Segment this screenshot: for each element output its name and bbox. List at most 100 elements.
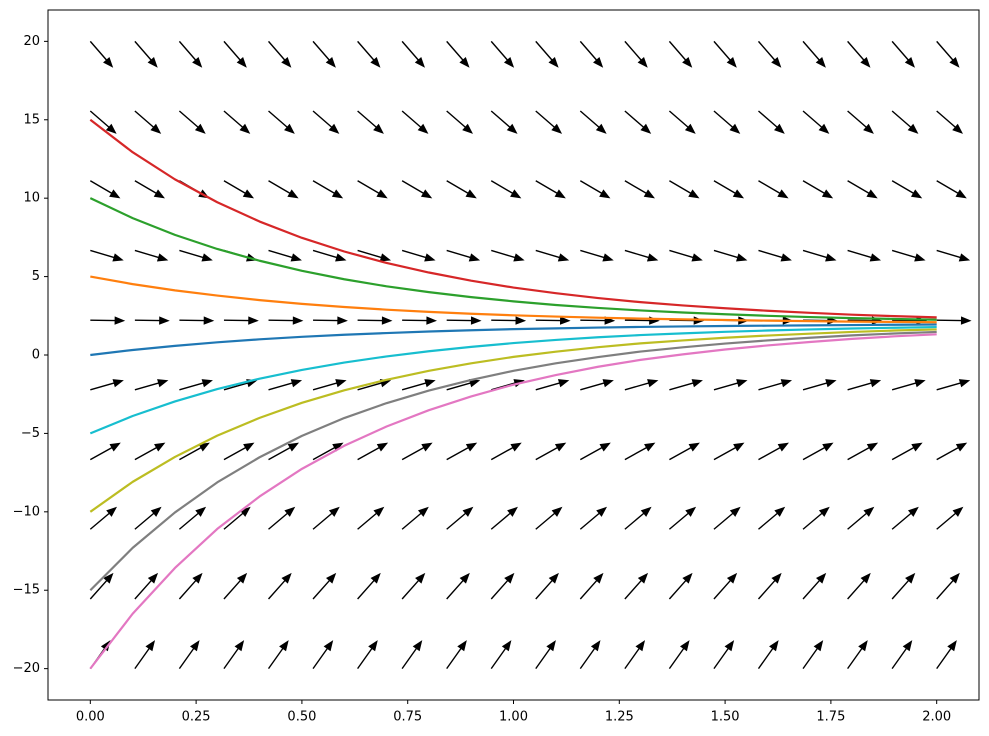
y-tick-label: −5 [21,426,40,441]
arrow [668,506,697,530]
arrow [580,379,614,391]
arrow [936,506,964,530]
arrow [757,640,779,670]
arrow [847,506,875,530]
arrow [89,572,114,600]
arrow [312,640,334,670]
arrow [936,379,971,391]
arrow [802,40,826,68]
arrow [579,506,608,530]
arrow [357,249,392,262]
solution-curve [89,118,937,319]
arrow [179,249,213,262]
arrow [446,640,467,670]
arrow [178,40,203,68]
arrow [936,110,963,134]
arrow [535,249,570,262]
arrow [89,180,121,199]
arrow [223,572,248,600]
arrow [624,180,655,199]
arrow [178,640,200,670]
arrow [267,572,292,600]
arrow [713,442,745,461]
arrow [802,640,824,670]
arrow [847,249,882,262]
arrow [535,180,566,199]
arrow [134,572,159,600]
arrow [268,316,304,325]
arrow [134,110,162,134]
y-tick-label: 15 [23,112,40,127]
arrow [268,110,295,134]
arrow [490,506,518,530]
solution-curve [89,333,937,670]
arrow [758,379,793,391]
arrow [802,572,827,600]
arrow [90,316,126,325]
arrow [401,110,429,134]
solution-curve [89,325,937,435]
arrow [401,506,429,530]
y-tick-label: 20 [23,34,40,49]
arrow [401,40,425,68]
arrow [401,180,433,199]
arrow [401,249,436,262]
arrow [446,249,481,262]
arrow [713,180,745,199]
arrow [891,572,916,600]
arrow [802,506,830,530]
y-tick-label: −10 [13,504,40,519]
arrow [446,506,474,530]
arrow [134,180,165,199]
arrow [847,640,868,670]
arrow [713,40,737,68]
arrow [134,40,158,68]
arrow [446,442,478,461]
arrow [90,379,124,391]
arrow [713,249,748,262]
arrow [891,40,915,68]
x-tick-label: 0.00 [76,710,105,725]
x-tick-label: 2.00 [922,710,951,725]
x-tick-label: 1.00 [499,710,528,725]
arrow [758,180,789,199]
arrow [268,379,303,391]
x-tick-label: 0.50 [287,710,316,725]
arrow [446,316,482,325]
arrow [134,442,166,461]
arrow [757,40,782,68]
arrow [535,640,556,670]
arrow [490,40,515,68]
arrow [579,442,611,461]
arrow [268,506,296,530]
arrow [891,110,919,134]
arrow [401,572,426,600]
solution-curve [89,330,937,592]
arrow [847,572,871,600]
arrow [936,442,968,461]
arrow [89,506,118,530]
arrow [134,379,169,391]
arrow [401,379,436,391]
arrow [668,572,693,600]
solution-curve [89,197,937,321]
arrow [267,40,292,68]
arrow [223,442,255,461]
x-tick-label: 0.75 [393,710,422,725]
arrow [446,110,473,134]
arrow [223,40,247,68]
arrow [223,110,251,134]
arrow [535,572,559,600]
arrow [89,40,114,68]
arrow [402,316,437,325]
arrow [223,640,245,670]
arrow [580,249,614,262]
arrow [668,640,690,670]
arrow [891,379,926,391]
arrow [490,572,515,600]
arrow [312,572,337,600]
x-tick-label: 1.25 [605,710,634,725]
arrow [357,110,384,134]
y-tick-label: −15 [13,583,40,598]
